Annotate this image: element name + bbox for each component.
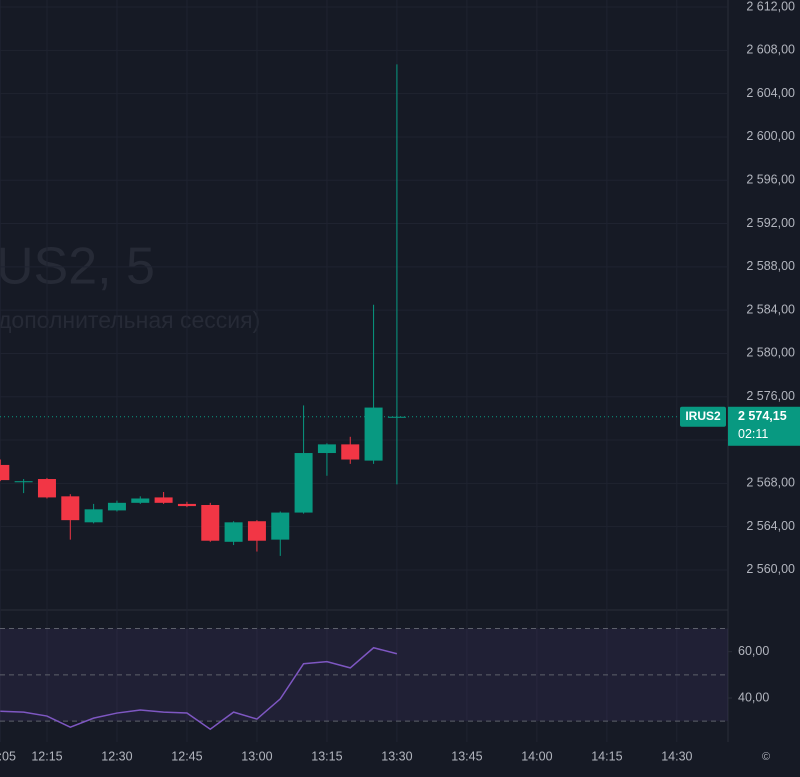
- candle-body: [154, 497, 173, 503]
- x-tick-label: 12:05: [0, 749, 16, 763]
- x-tick-label: 13:15: [311, 749, 342, 763]
- x-tick-label: 12:15: [31, 749, 62, 763]
- candle-body: [14, 481, 33, 483]
- x-tick-label: 12:45: [171, 749, 202, 763]
- price-tag: [728, 406, 800, 446]
- y-tick-label: 2 604,00: [746, 86, 795, 100]
- y-tick-label: 2 600,00: [746, 129, 795, 143]
- y-tick-label: 60,00: [738, 644, 769, 658]
- candle-body: [131, 498, 150, 503]
- y-tick-label: 2 596,00: [746, 173, 795, 187]
- y-tick-label: 2 588,00: [746, 259, 795, 273]
- y-tick-label: 2 592,00: [746, 216, 795, 230]
- y-tick-label: 2 584,00: [746, 302, 795, 316]
- y-tick-label: 2 612,00: [746, 0, 795, 13]
- candle-body: [177, 503, 196, 507]
- watermark-session: дополнительная сессия): [0, 307, 260, 333]
- y-tick-label: 2 564,00: [746, 519, 795, 533]
- y-tick-label: 2 576,00: [746, 389, 795, 403]
- y-tick-label: 40,00: [738, 690, 769, 704]
- candle-body: [341, 444, 360, 460]
- candle-body: [201, 504, 220, 541]
- y-tick-label: 2 608,00: [746, 43, 795, 57]
- candle-body: [0, 464, 10, 481]
- price-tag-label: 2 574,15: [738, 409, 787, 423]
- symbol-tag-label: IRUS2: [685, 409, 721, 423]
- x-tick-label: 14:00: [521, 749, 552, 763]
- indicator-line: [0, 646, 398, 731]
- countdown-label: 02:11: [738, 427, 768, 441]
- candle-body: [247, 521, 266, 541]
- y-tick-label: 2 580,00: [746, 346, 795, 360]
- x-tick-label: 14:30: [661, 749, 692, 763]
- candle-body: [84, 509, 103, 523]
- y-tick-label: 2 560,00: [746, 562, 795, 576]
- x-tick-label: 13:45: [451, 749, 482, 763]
- candle-body: [107, 502, 126, 511]
- settings-icon[interactable]: ©: [762, 751, 770, 763]
- candle-body: [224, 522, 243, 542]
- candle-body: [37, 479, 56, 498]
- candle-body: [317, 444, 336, 454]
- candle-body: [271, 512, 290, 540]
- symbol-tag: [680, 406, 726, 427]
- x-tick-label: 13:00: [241, 749, 272, 763]
- x-tick-label: 12:30: [101, 749, 132, 763]
- x-tick-label: 14:15: [591, 749, 622, 763]
- y-tick-label: 2 568,00: [746, 476, 795, 490]
- x-tick-label: 13:30: [381, 749, 412, 763]
- candle-body: [364, 407, 383, 461]
- candle-body: [294, 453, 313, 513]
- candle-body: [61, 496, 80, 521]
